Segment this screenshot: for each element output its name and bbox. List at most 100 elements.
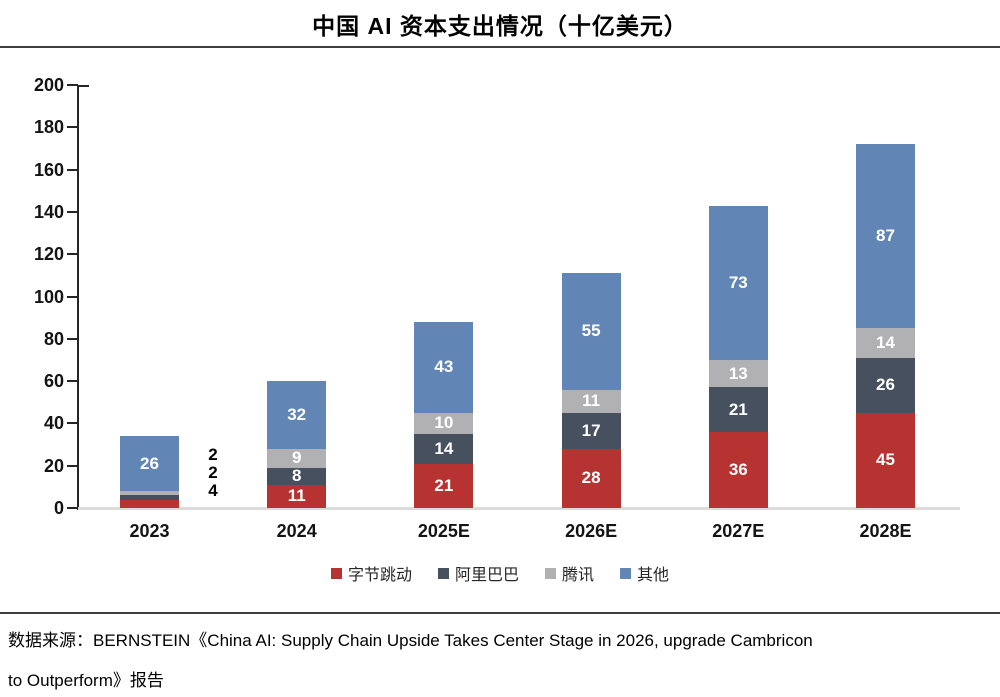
bar-value-label: 11 [287,486,306,506]
bar-value-label: 14 [434,438,454,458]
bar-segment-字节跳动 [856,412,915,508]
y-tick-label: 80 [43,328,64,349]
bar-segment-阿里巴巴 [708,387,768,432]
bar-segment-其他 [561,273,621,390]
bar-segment-腾讯 [561,389,621,413]
y-tick-label: 120 [33,244,64,265]
legend-swatch-icon [330,567,342,579]
bar-segment-其他 [856,144,915,329]
y-tick-label: 40 [43,413,64,434]
y-tick-mark [67,210,78,213]
bar-value-label: 14 [876,333,895,353]
chart-legend: 字节跳动 阿里巴巴 腾讯 其他 [0,561,1000,585]
bar-value-label: 87 [876,226,895,246]
x-axis-label: 2028E [859,521,912,541]
y-tick-mark [67,464,78,467]
x-axis-label: 2024 [276,521,317,541]
bar-value-label: 11 [582,391,601,411]
y-tick-mark [67,84,78,86]
bar-segment-字节跳动 [120,499,179,508]
bar-segment-腾讯 [856,328,915,358]
y-tick-label: 180 [33,117,64,138]
y-tick-label: 140 [33,201,64,222]
x-axis-label: 2025E [417,521,470,541]
bar-value-label: 43 [434,357,454,377]
y-tick-mark [67,253,78,256]
bar-value-label: 10 [434,413,454,433]
bar-segment-其他 [267,381,327,449]
bar-segment-其他 [120,436,179,492]
bar-segment-阿里巴巴 [267,467,327,485]
y-tick-label: 200 [33,75,64,95]
bar-segment-腾讯 [267,448,327,468]
legend-swatch-icon [437,567,449,579]
title-divider [0,46,1000,48]
y-tick-label: 0 [53,498,64,518]
y-tick-mark [67,295,78,298]
legend-swatch-icon [620,567,632,579]
bar-segment-字节跳动 [561,448,621,508]
bar-segment-腾讯 [708,359,768,388]
bar-value-label: 17 [581,420,601,440]
stacked-bar-chart: 0 20 40 60 80 100 120 140 160 180 200 26 2 2 4 2023 11 8 9… [33,75,960,541]
y-tick-mark [67,126,78,129]
bar-value-label: 55 [581,321,601,341]
legend-label: 阿里巴巴 [454,567,519,584]
bar-segment-阿里巴巴 [120,495,179,500]
y-tick-mark [67,507,78,509]
bar-value-label: 45 [876,450,895,470]
bar-value-label: 26 [140,453,159,473]
bar-segment-字节跳动 [267,484,327,508]
y-tick-mark [67,422,78,425]
bar-value-label: 8 [291,466,302,486]
bar-value-label: 36 [728,459,748,479]
source-line-2: to Outperform》报告 [8,671,164,690]
legend-item-阿里巴巴: 阿里巴巴 [437,561,519,585]
bar-value-label: 21 [728,399,748,419]
bar-segment-字节跳动 [414,463,474,508]
bar-segment-阿里巴巴 [856,357,915,413]
bar-value-label: 9 [291,448,302,468]
bar-value-label: 32 [287,404,307,424]
bar-segment-腾讯 [414,412,474,434]
x-axis-label: 2026E [565,521,618,541]
bar-segment-腾讯 [120,491,179,496]
x-axis-baseline [78,507,960,510]
source-divider [0,612,1000,614]
bar-value-label: 28 [581,468,601,488]
x-axis-label: 2027E [712,521,765,541]
y-tick-label: 100 [33,286,64,307]
source-note: 数据来源：BERNSTEIN《China AI: Supply Chain Up… [8,621,992,697]
bar-segment-其他 [708,205,768,360]
legend-item-其他: 其他 [620,561,669,585]
y-tick-label: 20 [43,455,64,476]
y-tick-mark [67,168,78,171]
outside-value-label: 4 [208,481,218,500]
y-axis-top-cap [77,85,89,87]
outside-value-label: 2 [208,445,218,464]
y-tick-label: 60 [43,371,64,392]
bar-value-label: 26 [876,375,895,395]
bar-segment-阿里巴巴 [414,433,474,464]
y-axis-line [77,85,79,510]
bar-segment-字节跳动 [708,431,768,508]
outside-value-label: 2 [208,463,218,482]
legend-label: 其他 [637,567,670,584]
bar-segment-阿里巴巴 [561,412,621,449]
legend-label: 腾讯 [562,567,595,584]
bar-value-label: 13 [728,363,748,383]
legend-item-字节跳动: 字节跳动 [330,561,412,585]
y-tick-label: 160 [33,159,64,180]
source-line-1: 数据来源：BERNSTEIN《China AI: Supply Chain Up… [8,631,813,650]
y-tick-mark [67,380,78,383]
y-tick-mark [67,337,78,340]
x-axis-label: 2023 [129,521,170,541]
bar-segment-其他 [414,321,474,413]
legend-swatch-icon [545,567,556,579]
bar-value-label: 73 [728,272,748,292]
legend-item-腾讯: 腾讯 [545,561,594,585]
bar-value-label: 21 [434,475,454,495]
chart-title: 中国 AI 资本支出情况（十亿美元） [312,13,688,39]
